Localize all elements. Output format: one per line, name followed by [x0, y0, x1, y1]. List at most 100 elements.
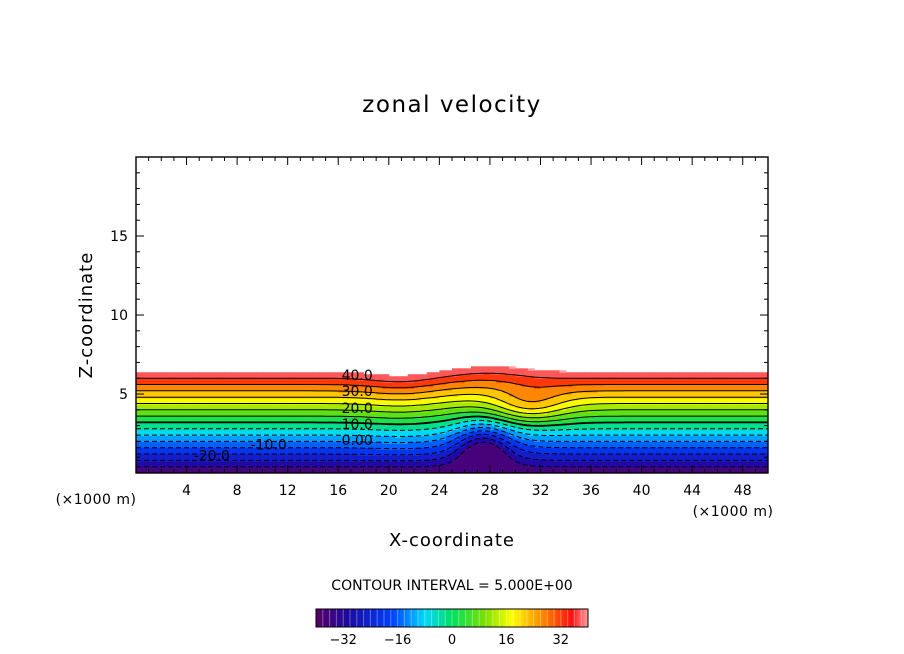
- field-cell: [433, 417, 440, 421]
- field-cell: [211, 443, 219, 446]
- field-cell: [338, 372, 346, 375]
- field-cell: [161, 380, 169, 383]
- field-cell: [553, 388, 561, 391]
- field-cell: [445, 372, 453, 375]
- field-cell: [654, 403, 662, 407]
- field-cell: [685, 415, 693, 419]
- field-cell: [363, 459, 371, 462]
- field-cell: [420, 397, 428, 401]
- field-cell: [433, 392, 440, 395]
- field-cell: [591, 403, 598, 407]
- field-cell: [199, 445, 207, 448]
- field-cell: [464, 457, 472, 460]
- field-cell: [161, 435, 169, 439]
- field-cell: [224, 451, 232, 454]
- field-cell: [628, 431, 636, 435]
- field-cell: [641, 372, 649, 375]
- field-cell: [319, 394, 327, 397]
- field-cell: [616, 447, 624, 450]
- field-cell: [426, 394, 434, 397]
- field-cell: [199, 463, 207, 466]
- field-cell: [148, 471, 156, 473]
- field-cell: [458, 429, 466, 433]
- field-cell: [180, 407, 188, 411]
- field-cell: [281, 386, 289, 389]
- field-cell: [704, 376, 712, 379]
- field-cell: [508, 386, 516, 389]
- field-cell: [395, 435, 403, 439]
- field-cell: [527, 431, 535, 435]
- field-cell: [483, 435, 491, 439]
- field-cell: [294, 378, 301, 381]
- field-cell: [237, 407, 245, 411]
- field-cell: [559, 372, 567, 375]
- field-cell: [395, 378, 403, 381]
- field-cell: [591, 429, 598, 433]
- field-cell: [578, 399, 586, 403]
- field-cell: [458, 451, 466, 454]
- field-cell: [407, 451, 415, 454]
- field-cell: [458, 449, 466, 452]
- field-cell: [660, 411, 668, 415]
- field-cell: [584, 459, 592, 462]
- field-cell: [502, 455, 510, 458]
- field-cell: [180, 425, 188, 429]
- field-cell: [723, 453, 731, 456]
- field-cell: [470, 374, 478, 377]
- field-cell: [597, 380, 605, 383]
- field-cell: [439, 447, 447, 450]
- field-cell: [584, 461, 592, 464]
- field-cell: [704, 390, 712, 393]
- field-cell: [616, 435, 624, 439]
- field-cell: [685, 413, 693, 417]
- field-cell: [211, 445, 219, 448]
- field-cell: [382, 445, 390, 448]
- field-cell: [597, 451, 605, 454]
- field-cell: [294, 469, 301, 472]
- field-cell: [357, 388, 365, 391]
- field-cell: [730, 443, 737, 446]
- field-cell: [616, 411, 624, 415]
- field-cell: [395, 453, 403, 456]
- field-cell: [218, 411, 226, 415]
- field-cell: [464, 374, 472, 377]
- field-cell: [610, 409, 617, 413]
- field-cell: [483, 465, 491, 468]
- field-cell: [249, 405, 257, 409]
- field-cell: [369, 425, 377, 429]
- field-cell: [237, 372, 245, 375]
- field-cell: [350, 411, 358, 415]
- field-cell: [268, 423, 276, 427]
- field-cell: [521, 439, 529, 443]
- field-cell: [660, 386, 668, 389]
- field-cell: [534, 388, 542, 391]
- field-cell: [723, 399, 731, 403]
- field-cell: [306, 413, 314, 417]
- field-cell: [262, 409, 270, 413]
- field-cell: [647, 445, 655, 448]
- field-cell: [559, 382, 567, 385]
- field-cell: [445, 449, 453, 452]
- field-cell: [281, 388, 289, 391]
- field-cell: [704, 425, 712, 429]
- field-cell: [704, 459, 712, 462]
- field-cell: [546, 441, 554, 444]
- field-cell: [180, 409, 188, 413]
- field-cell: [496, 403, 504, 407]
- field-cell: [262, 449, 270, 452]
- field-cell: [230, 376, 238, 379]
- field-cell: [300, 384, 308, 387]
- field-cell: [515, 390, 523, 393]
- field-cell: [281, 374, 289, 377]
- field-cell: [616, 407, 624, 411]
- field-cell: [534, 427, 542, 431]
- field-cell: [546, 467, 554, 470]
- field-cell: [641, 390, 649, 393]
- field-cell: [464, 390, 472, 393]
- field-cell: [711, 403, 719, 407]
- field-cell: [546, 382, 554, 385]
- field-cell: [591, 449, 598, 452]
- field-cell: [369, 374, 377, 377]
- field-cell: [603, 429, 611, 433]
- field-cell: [426, 386, 434, 389]
